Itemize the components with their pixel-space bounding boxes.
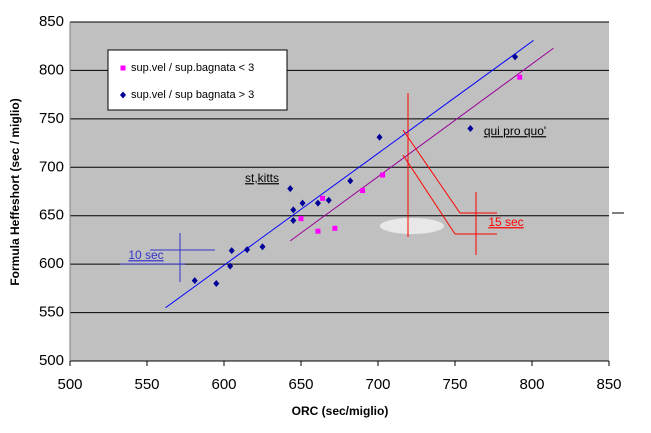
x-tick-label: 500 bbox=[57, 376, 82, 393]
point bbox=[213, 280, 220, 288]
x-tick-label: 550 bbox=[134, 376, 159, 393]
x-tick-label: 600 bbox=[211, 376, 236, 393]
x-tick-label: 850 bbox=[596, 376, 621, 393]
y-tick-label: 750 bbox=[39, 110, 64, 127]
legend-marker bbox=[120, 65, 126, 71]
annotation: 10 sec bbox=[128, 248, 163, 262]
annotation: st,kitts bbox=[245, 171, 279, 185]
point bbox=[287, 185, 294, 193]
point bbox=[380, 172, 386, 178]
point bbox=[315, 228, 321, 234]
legend: sup.vel / sup.bagnata < 3 sup.vel / sup b… bbox=[107, 49, 288, 111]
y-tick-label: 600 bbox=[39, 255, 64, 272]
x-tick-label: 750 bbox=[442, 376, 467, 393]
point bbox=[360, 188, 366, 194]
y-tick-label: 650 bbox=[39, 207, 64, 224]
legend-label: sup.vel / sup bagnata > 3 bbox=[131, 89, 254, 101]
y-tick-label: 550 bbox=[39, 304, 64, 321]
smudge bbox=[380, 218, 444, 234]
legend-marker bbox=[120, 91, 126, 99]
red-bracket bbox=[402, 93, 497, 255]
point bbox=[228, 247, 235, 255]
point bbox=[332, 225, 338, 231]
legend-box bbox=[107, 49, 288, 111]
point bbox=[320, 195, 326, 201]
point bbox=[325, 196, 332, 204]
trendline bbox=[165, 39, 534, 309]
point bbox=[467, 125, 474, 133]
legend-label: sup.vel / sup.bagnata < 3 bbox=[131, 62, 254, 74]
y-axis-title: Formula Heffeshort (sec / miglio) bbox=[8, 98, 22, 285]
x-tick-label: 800 bbox=[519, 376, 544, 393]
point bbox=[517, 74, 523, 80]
y-tick-label: 700 bbox=[39, 158, 64, 175]
point bbox=[299, 199, 306, 207]
y-tick-label: 800 bbox=[39, 61, 64, 78]
point bbox=[290, 217, 297, 225]
point bbox=[512, 53, 519, 61]
point bbox=[191, 277, 198, 285]
point bbox=[298, 216, 304, 222]
x-tick-label: 700 bbox=[365, 376, 390, 393]
x-tick-label: 650 bbox=[288, 376, 313, 393]
point bbox=[376, 133, 383, 141]
trendline bbox=[289, 47, 554, 242]
annotation: 15 sec bbox=[488, 215, 523, 229]
point bbox=[314, 199, 321, 207]
point bbox=[290, 206, 297, 214]
y-tick-label: 500 bbox=[39, 352, 64, 369]
point bbox=[227, 262, 234, 270]
point bbox=[347, 177, 354, 185]
point bbox=[259, 243, 266, 251]
point bbox=[244, 246, 251, 254]
x-axis-title: ORC (sec/miglio) bbox=[292, 404, 389, 418]
annotation: qui pro quo' bbox=[484, 124, 546, 138]
y-tick-label: 850 bbox=[39, 13, 64, 30]
blue-bracket bbox=[120, 233, 215, 282]
